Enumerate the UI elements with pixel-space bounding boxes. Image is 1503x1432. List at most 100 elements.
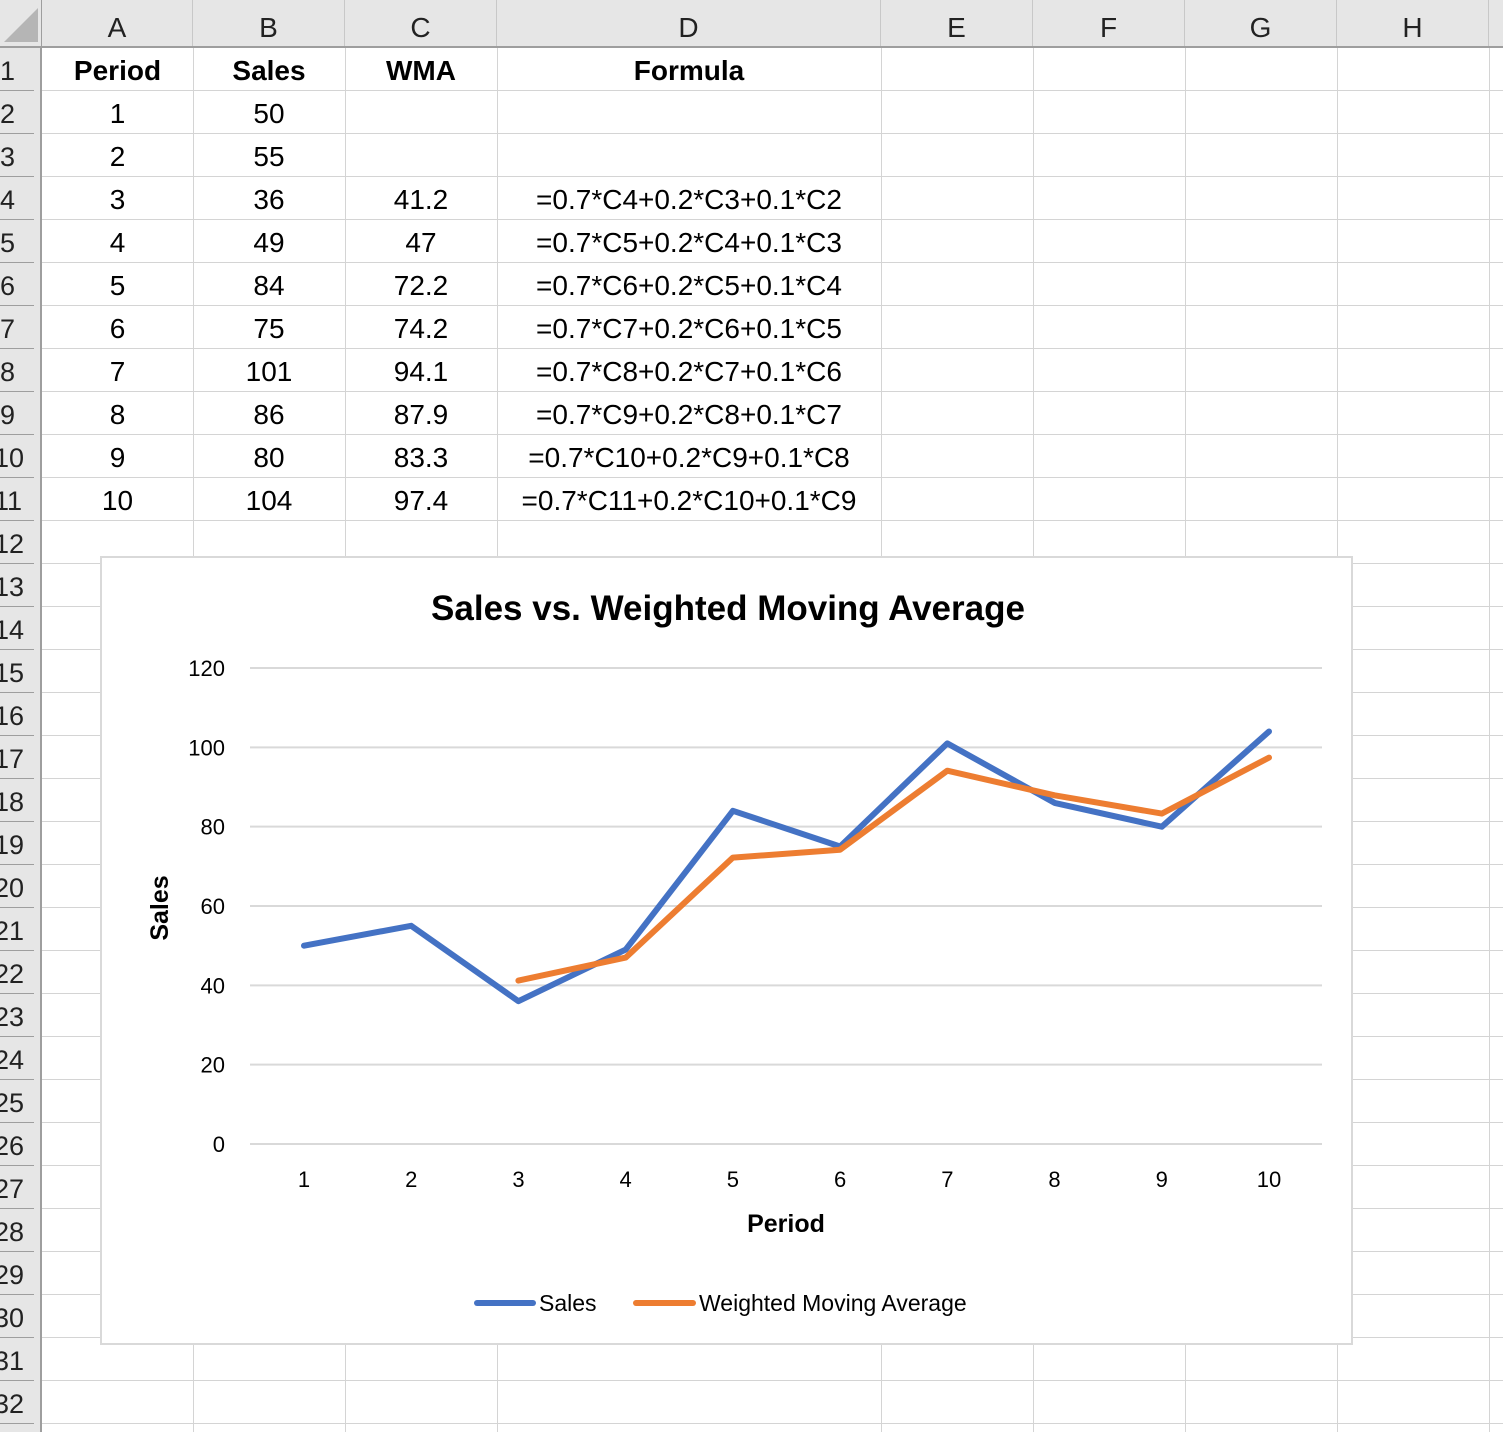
cell-sales[interactable]: 101 [245, 356, 293, 387]
select-all-button[interactable] [0, 0, 42, 48]
row-header-14[interactable]: 14 [0, 607, 34, 650]
wma-series-line[interactable] [515, 754, 1272, 984]
cell-wma[interactable]: 47 [405, 227, 437, 258]
legend-wma-label[interactable]: Weighted Moving Average [699, 1290, 967, 1316]
row-header-17[interactable]: 17 [0, 736, 34, 779]
column-header-d[interactable]: D [497, 0, 881, 46]
row-header-4[interactable]: 4 [0, 177, 34, 220]
row-headers: 1234567891011121314151617181920212223242… [0, 48, 42, 1432]
header-cell-formula[interactable]: Formula [633, 55, 745, 86]
row-header-16[interactable]: 16 [0, 693, 34, 736]
column-header-f[interactable]: F [1033, 0, 1185, 46]
cell-period[interactable]: 4 [109, 227, 126, 258]
row-header-21[interactable]: 21 [0, 908, 34, 951]
row-header-27[interactable]: 27 [0, 1166, 34, 1209]
cell-formula[interactable]: =0.7*C10+0.2*C9+0.1*C8 [528, 442, 850, 473]
cell-wma[interactable]: 83.3 [393, 442, 449, 473]
row-header-24[interactable]: 24 [0, 1037, 34, 1080]
cell-period[interactable]: 2 [109, 141, 126, 172]
row-header-25[interactable]: 25 [0, 1080, 34, 1123]
legend-sales-label[interactable]: Sales [539, 1290, 597, 1316]
cell-wma[interactable] [345, 134, 497, 177]
cell-sales[interactable]: 49 [253, 227, 285, 258]
x-axis-title[interactable]: Period [747, 1210, 825, 1238]
y-axis-title[interactable]: Sales [146, 875, 174, 940]
row-header-13[interactable]: 13 [0, 564, 34, 607]
row-header-30[interactable]: 30 [0, 1295, 34, 1338]
chart-title[interactable]: Sales vs. Weighted Moving Average [431, 589, 1025, 628]
row-header-20[interactable]: 20 [0, 865, 34, 908]
cell-formula[interactable]: =0.7*C7+0.2*C6+0.1*C5 [536, 313, 842, 344]
cell-period[interactable]: 5 [109, 270, 126, 301]
cell-wma[interactable]: 94.1 [393, 356, 449, 387]
cell-formula[interactable]: =0.7*C5+0.2*C4+0.1*C3 [536, 227, 842, 258]
row-header-9[interactable]: 9 [0, 392, 34, 435]
cell-formula[interactable]: =0.7*C6+0.2*C5+0.1*C4 [536, 270, 842, 301]
column-header-g[interactable]: G [1185, 0, 1337, 46]
cell-wma[interactable]: 72.2 [393, 270, 449, 301]
row-header-12[interactable]: 12 [0, 521, 34, 564]
row-header-10[interactable]: 10 [0, 435, 34, 478]
cell-sales[interactable]: 50 [253, 98, 285, 129]
cell-sales[interactable]: 55 [253, 141, 285, 172]
cell-period[interactable]: 10 [101, 485, 134, 516]
cell-wma[interactable]: 41.2 [393, 184, 449, 215]
cell-period[interactable]: 6 [109, 313, 126, 344]
cell-period[interactable]: 9 [109, 442, 126, 473]
y-tick-label: 40 [201, 973, 225, 998]
column-header-e[interactable]: E [881, 0, 1033, 46]
y-tick-label: 60 [201, 894, 225, 919]
header-cell-wma[interactable]: WMA [386, 55, 456, 86]
cell-period[interactable]: 7 [109, 356, 126, 387]
cell-sales[interactable]: 36 [253, 184, 285, 215]
cell-formula[interactable] [497, 134, 881, 177]
x-tick-label: 4 [620, 1167, 632, 1192]
cell-formula[interactable]: =0.7*C4+0.2*C3+0.1*C2 [536, 184, 842, 215]
cell-formula[interactable] [497, 91, 881, 134]
cell-sales[interactable]: 86 [253, 399, 285, 430]
cell-wma[interactable] [345, 91, 497, 134]
chart[interactable]: Sales vs. Weighted Moving Average 0 20 40 60… [100, 556, 1353, 1345]
row-header-3[interactable]: 3 [0, 134, 34, 177]
row-header-29[interactable]: 29 [0, 1252, 34, 1295]
row-gridline [42, 176, 1503, 177]
cell-period[interactable]: 8 [109, 399, 126, 430]
x-tick-label: 7 [941, 1167, 953, 1192]
row-header-2[interactable]: 2 [0, 91, 34, 134]
row-header-1[interactable]: 1 [0, 48, 34, 91]
cell-sales[interactable]: 104 [245, 485, 293, 516]
column-header-a[interactable]: A [42, 0, 193, 46]
column-header-c[interactable]: C [345, 0, 497, 46]
row-header-28[interactable]: 28 [0, 1209, 34, 1252]
column-header-h[interactable]: H [1337, 0, 1489, 46]
cell-formula[interactable]: =0.7*C9+0.2*C8+0.1*C7 [536, 399, 842, 430]
row-header-32[interactable]: 32 [0, 1381, 34, 1424]
column-header-b[interactable]: B [193, 0, 345, 46]
row-header-7[interactable]: 7 [0, 306, 34, 349]
cell-formula[interactable]: =0.7*C11+0.2*C10+0.1*C9 [521, 485, 857, 516]
row-header-11[interactable]: 11 [0, 478, 34, 521]
row-header-19[interactable]: 19 [0, 822, 34, 865]
cell-sales[interactable]: 80 [253, 442, 285, 473]
row-header-22[interactable]: 22 [0, 951, 34, 994]
row-header-23[interactable]: 23 [0, 994, 34, 1037]
cell-formula[interactable]: =0.7*C8+0.2*C7+0.1*C6 [536, 356, 842, 387]
cell-sales[interactable]: 84 [253, 270, 285, 301]
sales-series-line[interactable] [301, 728, 1272, 1005]
row-header-31[interactable]: 31 [0, 1338, 34, 1381]
cell-wma[interactable]: 74.2 [393, 313, 449, 344]
column-gridline [1489, 48, 1490, 1432]
row-header-5[interactable]: 5 [0, 220, 34, 263]
row-header-8[interactable]: 8 [0, 349, 34, 392]
header-cell-period[interactable]: Period [73, 55, 162, 86]
row-header-15[interactable]: 15 [0, 650, 34, 693]
cell-wma[interactable]: 87.9 [393, 399, 449, 430]
header-cell-sales[interactable]: Sales [232, 55, 306, 86]
cell-wma[interactable]: 97.4 [393, 485, 449, 516]
cell-period[interactable]: 3 [109, 184, 126, 215]
row-header-18[interactable]: 18 [0, 779, 34, 822]
row-header-26[interactable]: 26 [0, 1123, 34, 1166]
row-header-6[interactable]: 6 [0, 263, 34, 306]
cell-sales[interactable]: 75 [253, 313, 285, 344]
cell-period[interactable]: 1 [109, 98, 126, 129]
